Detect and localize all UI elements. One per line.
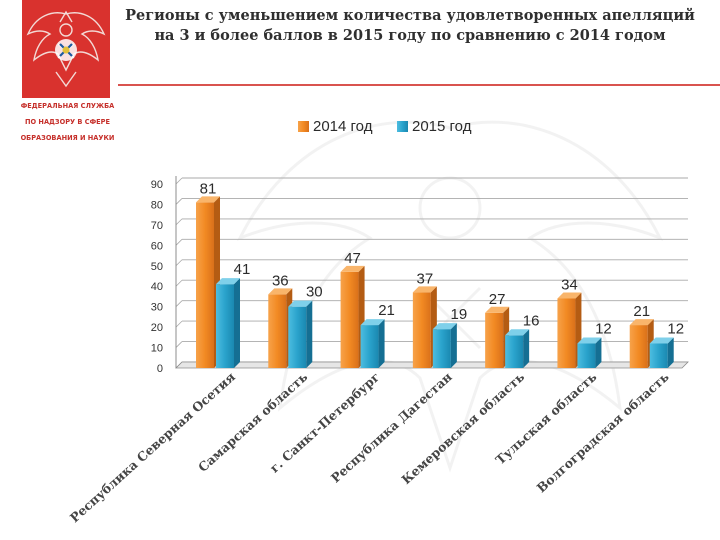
bar-top — [557, 292, 582, 299]
y-tick-label: 70 — [151, 220, 163, 232]
bar-2014 — [557, 298, 576, 368]
bar-2015 — [505, 335, 524, 368]
bar-top — [629, 319, 654, 326]
gridline-depth — [175, 279, 183, 287]
x-tick-label: Республика Дагестан — [328, 369, 455, 486]
bar-2015 — [288, 306, 307, 368]
bar-top — [268, 288, 293, 295]
data-label: 12 — [667, 320, 684, 337]
data-label: 21 — [633, 303, 650, 320]
bar-top — [485, 306, 510, 313]
bar-top — [412, 286, 437, 293]
data-label: 41 — [234, 261, 251, 278]
header-divider — [118, 84, 720, 86]
y-tick-label: 10 — [151, 343, 163, 355]
gridline-depth — [175, 239, 183, 246]
agency-line-1: ФЕДЕРАЛЬНАЯ СЛУЖБА — [20, 102, 115, 110]
y-tick-label: 80 — [151, 199, 163, 211]
bar-top — [649, 337, 674, 344]
bar-2015 — [360, 325, 379, 368]
bar-side — [523, 329, 530, 368]
legend-swatch — [397, 121, 408, 132]
y-tick-label: 50 — [151, 261, 163, 273]
agency-line-2: ПО НАДЗОРУ В СФЕРЕ — [25, 118, 110, 126]
bar-side — [234, 278, 240, 368]
bar-side — [378, 319, 385, 368]
y-tick-label: 60 — [151, 240, 163, 252]
gridline-depth — [175, 218, 183, 226]
data-label: 47 — [344, 250, 361, 267]
data-label: 37 — [417, 270, 434, 287]
bar-2015 — [649, 343, 668, 368]
bar-2015 — [577, 343, 596, 368]
data-label: 12 — [595, 320, 612, 337]
gridline-depth — [175, 320, 183, 328]
data-label: 81 — [200, 180, 217, 197]
bar-2014 — [268, 294, 287, 368]
bar-top — [577, 337, 602, 344]
title-line-1: Регионы с уменьшением количества удовлет… — [125, 7, 695, 24]
bar-top — [340, 265, 365, 272]
y-tick-label: 40 — [151, 281, 163, 293]
bar-top — [360, 319, 385, 326]
gridline-depth — [175, 259, 183, 267]
data-label: 27 — [489, 291, 506, 308]
bar-side — [450, 323, 457, 368]
bar-2014 — [485, 312, 504, 368]
y-tick-label: 90 — [151, 179, 163, 191]
agency-name: ФЕДЕРАЛЬНАЯ СЛУЖБА ПО НАДЗОРУ В СФЕРЕ ОБ… — [20, 102, 115, 150]
bar-top — [196, 196, 220, 203]
data-label: 21 — [378, 302, 395, 319]
bar-top — [216, 278, 240, 285]
x-tick-label: Кемеровская область — [398, 369, 527, 487]
agency-line-3: ОБРАЗОВАНИЯ И НАУКИ — [20, 134, 115, 142]
bar-2014 — [629, 325, 648, 368]
bar-2014 — [196, 202, 214, 368]
emblem-icon — [26, 10, 106, 88]
y-tick-label: 30 — [151, 302, 163, 314]
bar-2015 — [216, 284, 234, 368]
bar-2014 — [412, 292, 431, 368]
gridline-depth — [175, 300, 183, 307]
y-tick-label: 20 — [151, 322, 163, 334]
bar-side — [667, 337, 674, 368]
data-label: 36 — [272, 272, 289, 289]
legend-swatch — [298, 121, 309, 132]
page-title: Регионы с уменьшением количества удовлет… — [120, 6, 700, 46]
data-label: 34 — [561, 276, 578, 293]
data-label: 16 — [523, 312, 540, 329]
gridline-depth — [175, 341, 183, 348]
bar-2015 — [432, 329, 451, 368]
legend-label: 2015 год — [412, 118, 472, 135]
bar-2014 — [340, 271, 359, 368]
bar-top — [432, 323, 457, 330]
data-label: 19 — [451, 306, 468, 323]
bar-side — [306, 300, 313, 368]
bar-top — [288, 300, 313, 307]
gridline-depth — [175, 177, 183, 185]
y-tick-label: 0 — [157, 363, 163, 375]
data-label: 30 — [306, 284, 323, 301]
x-tick-label: Волгоградская область — [534, 369, 672, 495]
title-line-2: на 3 и более баллов в 2015 году по сравн… — [154, 27, 666, 44]
gridline-depth — [175, 198, 183, 205]
bar-top — [505, 329, 530, 336]
legend-label: 2014 год — [313, 118, 373, 135]
logo-block — [22, 0, 110, 98]
bar-side — [595, 337, 602, 368]
